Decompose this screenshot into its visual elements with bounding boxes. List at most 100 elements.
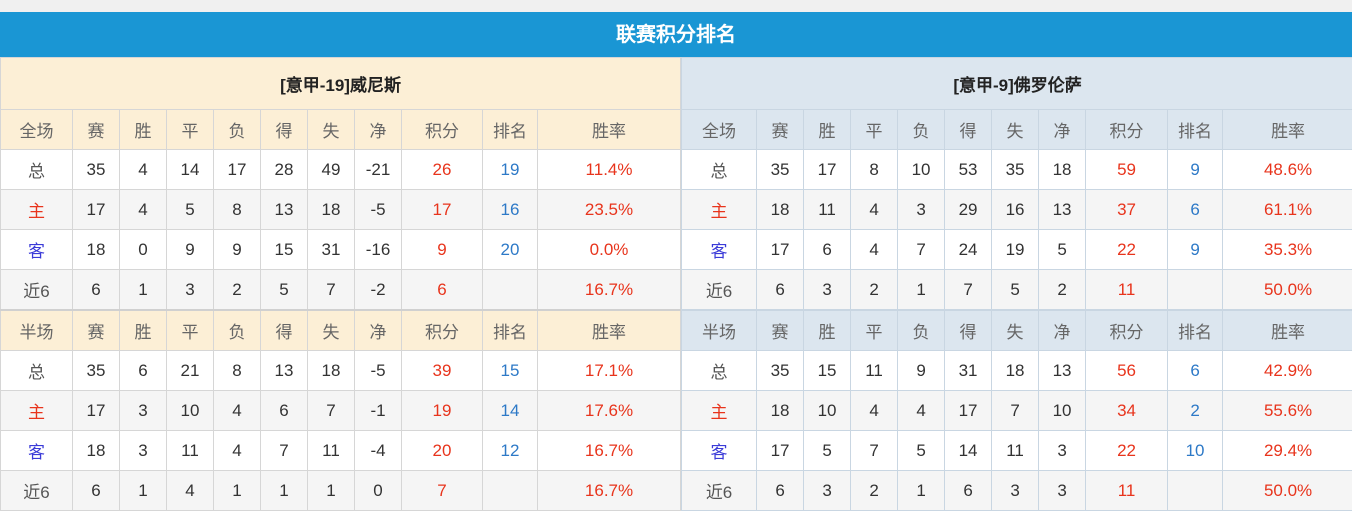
cell-goal-diff: 13 xyxy=(1038,350,1087,391)
cell-goals-for: 28 xyxy=(260,149,308,190)
column-header-drawn: 平 xyxy=(166,109,214,150)
cell-points: 6 xyxy=(401,269,483,311)
cell-lost: 3 xyxy=(897,189,946,230)
cell-lost: 17 xyxy=(213,149,261,190)
cell-lost: 5 xyxy=(897,430,946,471)
cell-goals-against: 11 xyxy=(307,430,355,471)
cell-label: 近6 xyxy=(681,269,758,311)
cell-goals-for: 31 xyxy=(944,350,993,391)
cell-rank: 14 xyxy=(482,390,538,431)
cell-drawn: 7 xyxy=(850,430,899,471)
cell-drawn: 2 xyxy=(850,470,899,511)
table-row: 主 18 11 4 3 29 16 13 37 6 61.1% xyxy=(681,189,1352,230)
cell-drawn: 2 xyxy=(850,269,899,311)
column-header-won: 胜 xyxy=(803,309,852,351)
section-label: 全场 xyxy=(0,109,73,150)
cell-played: 35 xyxy=(756,149,805,190)
cell-won: 3 xyxy=(803,269,852,311)
cell-drawn: 5 xyxy=(166,189,214,230)
table-row: 总 35 15 11 9 31 18 13 56 6 42.9% xyxy=(681,350,1352,391)
cell-goals-for: 6 xyxy=(944,470,993,511)
column-header-played: 赛 xyxy=(72,109,120,150)
table-row: 近6 6 3 2 1 6 3 3 11 50.0% xyxy=(681,470,1352,511)
cell-goals-for: 7 xyxy=(260,430,308,471)
cell-played: 18 xyxy=(756,390,805,431)
cell-drawn: 11 xyxy=(850,350,899,391)
column-header-goals-for: 得 xyxy=(944,109,993,150)
column-header-win-rate: 胜率 xyxy=(536,109,682,150)
column-header-rank: 排名 xyxy=(482,309,538,351)
cell-win-rate: 16.7% xyxy=(536,430,682,471)
cell-label: 主 xyxy=(681,390,758,431)
cell-label: 客 xyxy=(681,430,758,471)
cell-played: 6 xyxy=(72,470,120,511)
cell-points: 17 xyxy=(401,189,483,230)
cell-played: 35 xyxy=(72,350,120,391)
cell-label: 主 xyxy=(0,189,73,230)
cell-lost: 1 xyxy=(897,269,946,311)
cell-goals-against: 7 xyxy=(307,269,355,311)
cell-lost: 4 xyxy=(213,390,261,431)
cell-goals-against: 1 xyxy=(307,470,355,511)
cell-points: 39 xyxy=(401,350,483,391)
column-header-lost: 负 xyxy=(897,309,946,351)
cell-rank: 6 xyxy=(1167,189,1224,230)
table-row: 总 35 17 8 10 53 35 18 59 9 48.6% xyxy=(681,149,1352,190)
cell-win-rate: 35.3% xyxy=(1222,229,1352,270)
cell-rank xyxy=(1167,470,1224,511)
cell-lost: 7 xyxy=(897,229,946,270)
cell-goals-for: 24 xyxy=(944,229,993,270)
cell-label: 总 xyxy=(0,149,73,190)
cell-lost: 4 xyxy=(897,390,946,431)
cell-played: 18 xyxy=(756,189,805,230)
cell-rank xyxy=(482,470,538,511)
table-row: 客 17 5 7 5 14 11 3 22 10 29.4% xyxy=(681,430,1352,471)
column-header-lost: 负 xyxy=(213,309,261,351)
cell-rank xyxy=(482,269,538,311)
cell-rank xyxy=(1167,269,1224,311)
cell-played: 6 xyxy=(756,470,805,511)
cell-goals-for: 53 xyxy=(944,149,993,190)
cell-win-rate: 16.7% xyxy=(536,470,682,511)
cell-win-rate: 42.9% xyxy=(1222,350,1352,391)
cell-played: 35 xyxy=(756,350,805,391)
team-name: [意甲-19]威尼斯 xyxy=(0,57,682,110)
column-header-lost: 负 xyxy=(213,109,261,150)
cell-win-rate: 29.4% xyxy=(1222,430,1352,471)
cell-drawn: 4 xyxy=(850,229,899,270)
column-header-goal-diff: 净 xyxy=(1038,109,1087,150)
cell-points: 7 xyxy=(401,470,483,511)
column-header-won: 胜 xyxy=(803,109,852,150)
section-label: 全场 xyxy=(681,109,758,150)
cell-played: 17 xyxy=(756,229,805,270)
cell-points: 59 xyxy=(1085,149,1169,190)
column-header-points: 积分 xyxy=(401,109,483,150)
table-row: 主 17 4 5 8 13 18 -5 17 16 23.5% xyxy=(0,189,682,230)
cell-won: 15 xyxy=(803,350,852,391)
cell-goals-for: 13 xyxy=(260,189,308,230)
cell-goal-diff: -4 xyxy=(354,430,402,471)
column-header-played: 赛 xyxy=(756,109,805,150)
cell-points: 34 xyxy=(1085,390,1169,431)
cell-played: 6 xyxy=(72,269,120,311)
column-header-rank: 排名 xyxy=(482,109,538,150)
cell-won: 4 xyxy=(119,149,167,190)
section-label: 半场 xyxy=(0,309,73,351)
cell-won: 0 xyxy=(119,229,167,270)
cell-goal-diff: -21 xyxy=(354,149,402,190)
column-header-row: 全场赛胜平负得失净积分 排名 胜率 xyxy=(0,109,682,150)
cell-won: 1 xyxy=(119,470,167,511)
column-header-points: 积分 xyxy=(401,309,483,351)
cell-played: 35 xyxy=(72,149,120,190)
cell-drawn: 8 xyxy=(850,149,899,190)
column-header-row: 半场赛胜平负得失净积分 排名 胜率 xyxy=(681,309,1352,351)
cell-goal-diff: 2 xyxy=(1038,269,1087,311)
cell-drawn: 4 xyxy=(850,189,899,230)
cell-drawn: 11 xyxy=(166,430,214,471)
cell-goals-for: 14 xyxy=(944,430,993,471)
column-header-points: 积分 xyxy=(1085,109,1169,150)
cell-points: 11 xyxy=(1085,269,1169,311)
cell-points: 37 xyxy=(1085,189,1169,230)
cell-goal-diff: -16 xyxy=(354,229,402,270)
cell-lost: 1 xyxy=(213,470,261,511)
